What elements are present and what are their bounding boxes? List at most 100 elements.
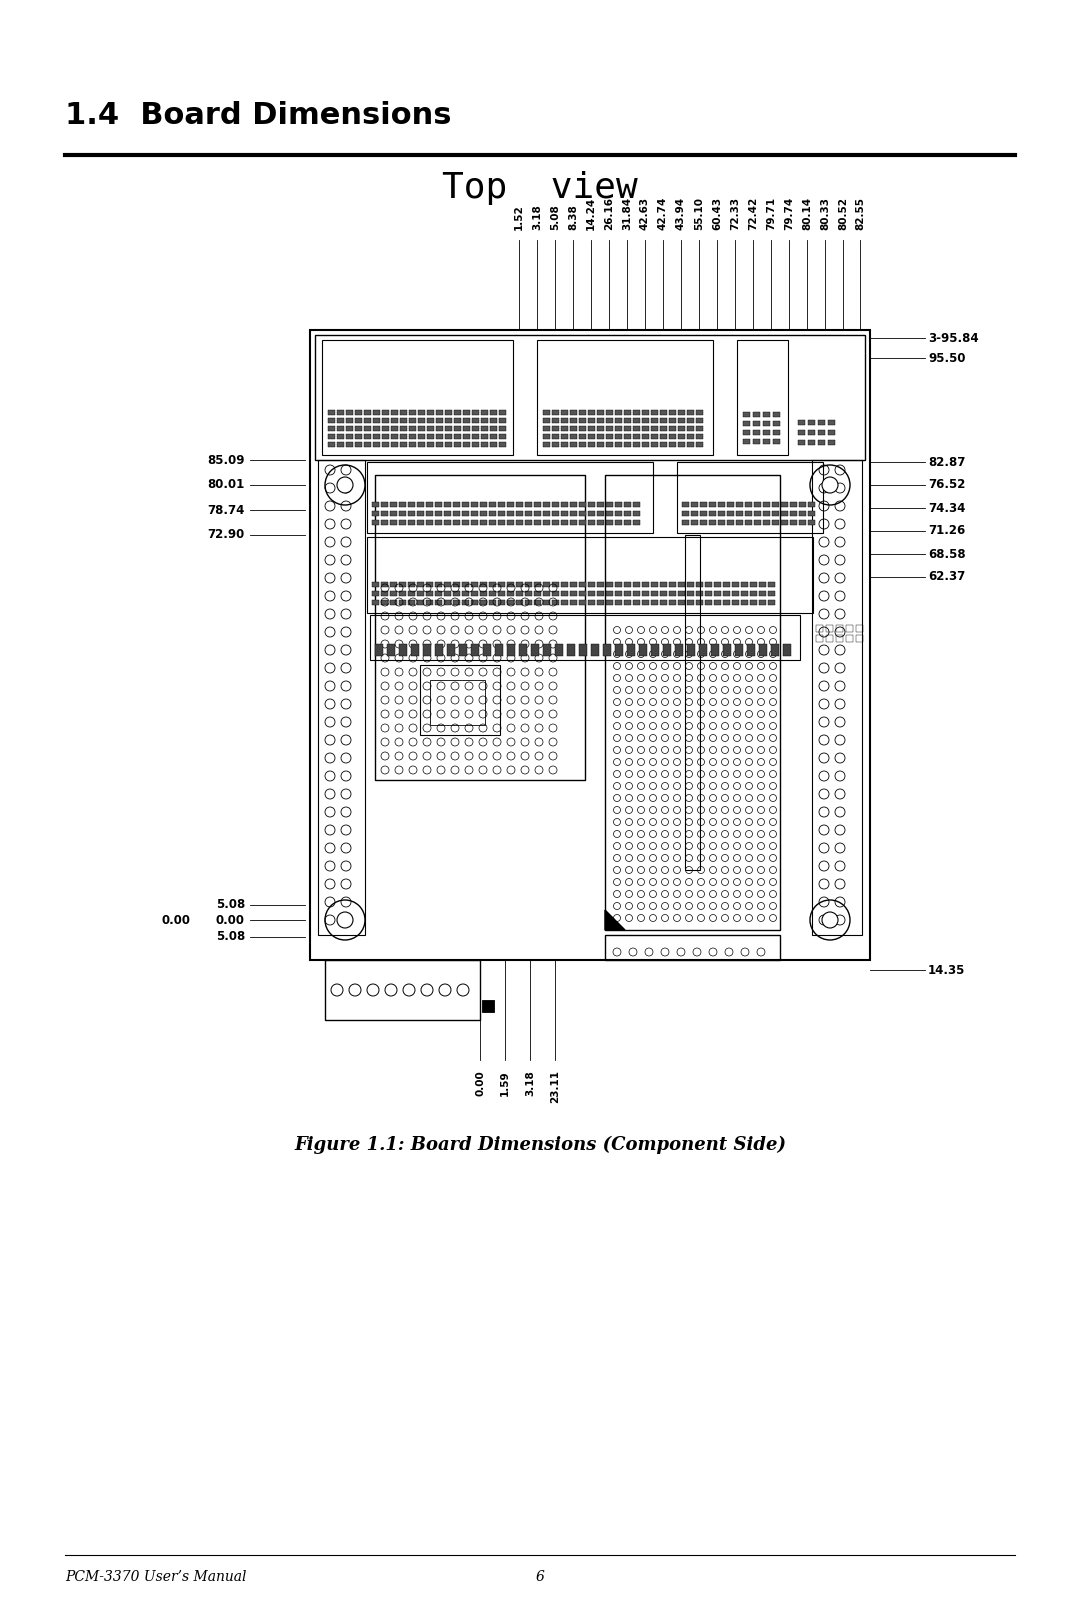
Bar xyxy=(633,582,640,587)
Bar xyxy=(588,600,595,605)
Bar xyxy=(570,582,577,587)
Bar xyxy=(651,644,659,655)
Bar xyxy=(816,624,823,633)
Bar xyxy=(337,435,345,440)
Bar xyxy=(409,427,416,431)
Bar xyxy=(454,410,461,415)
Text: 80.33: 80.33 xyxy=(820,196,831,230)
Bar xyxy=(435,521,442,526)
Bar xyxy=(678,443,685,448)
Bar xyxy=(399,511,406,516)
Bar xyxy=(381,501,388,508)
Bar xyxy=(381,511,388,516)
Bar xyxy=(799,511,806,516)
Bar xyxy=(463,443,470,448)
Bar xyxy=(471,644,480,655)
Bar xyxy=(490,435,497,440)
Bar xyxy=(735,511,743,516)
Bar xyxy=(588,590,595,595)
Bar xyxy=(472,443,480,448)
Bar xyxy=(687,427,694,431)
Text: 71.26: 71.26 xyxy=(928,524,966,537)
Bar xyxy=(382,418,389,423)
Bar xyxy=(481,443,488,448)
Bar xyxy=(364,410,372,415)
Bar xyxy=(453,521,460,526)
Bar xyxy=(561,435,568,440)
Bar xyxy=(534,600,541,605)
Bar xyxy=(588,511,595,516)
Bar xyxy=(489,600,496,605)
Bar xyxy=(445,410,453,415)
Bar xyxy=(651,443,658,448)
Bar xyxy=(552,418,559,423)
Text: 1.59: 1.59 xyxy=(500,1071,510,1095)
Text: 8.38: 8.38 xyxy=(568,204,578,230)
Bar xyxy=(400,427,407,431)
Bar xyxy=(399,600,406,605)
Bar xyxy=(409,435,416,440)
Bar xyxy=(408,582,415,587)
Bar xyxy=(543,427,550,431)
Bar xyxy=(624,410,631,415)
Bar xyxy=(355,410,362,415)
Bar xyxy=(660,418,667,423)
Text: 60.43: 60.43 xyxy=(712,196,723,230)
Bar xyxy=(390,590,397,595)
Bar xyxy=(382,443,389,448)
Bar xyxy=(743,422,750,427)
Bar xyxy=(426,600,433,605)
Bar xyxy=(741,590,748,595)
Bar xyxy=(700,511,707,516)
Circle shape xyxy=(337,477,353,493)
Bar xyxy=(315,336,865,461)
Bar xyxy=(743,412,750,417)
Bar xyxy=(417,521,424,526)
Text: 23.11: 23.11 xyxy=(550,1071,561,1103)
Bar xyxy=(409,410,416,415)
Bar xyxy=(519,644,527,655)
Bar xyxy=(588,582,595,587)
Bar xyxy=(372,600,379,605)
Bar xyxy=(759,644,767,655)
Bar xyxy=(390,582,397,587)
Circle shape xyxy=(822,912,838,928)
Bar xyxy=(579,582,586,587)
Text: 82.87: 82.87 xyxy=(928,456,966,469)
Text: 14.24: 14.24 xyxy=(586,196,596,230)
Bar xyxy=(543,600,550,605)
Bar xyxy=(372,590,379,595)
Bar xyxy=(781,501,788,508)
Bar xyxy=(597,435,604,440)
Bar xyxy=(678,600,685,605)
Bar xyxy=(579,521,586,526)
Text: 82.55: 82.55 xyxy=(855,196,865,230)
Bar xyxy=(436,435,443,440)
Bar xyxy=(399,501,406,508)
Bar xyxy=(436,410,443,415)
Bar xyxy=(762,430,770,435)
Bar xyxy=(534,521,541,526)
Bar xyxy=(588,501,595,508)
Bar xyxy=(624,443,631,448)
Bar xyxy=(705,600,712,605)
Bar xyxy=(462,521,469,526)
Bar xyxy=(678,427,685,431)
Bar xyxy=(459,644,467,655)
Text: 72.42: 72.42 xyxy=(748,196,758,230)
Bar xyxy=(435,590,442,595)
Bar xyxy=(633,418,640,423)
Bar xyxy=(399,521,406,526)
Bar xyxy=(669,600,676,605)
Bar xyxy=(561,582,568,587)
Bar xyxy=(480,511,487,516)
Bar xyxy=(753,412,760,417)
Bar xyxy=(789,511,797,516)
Bar xyxy=(579,435,586,440)
Bar xyxy=(615,511,622,516)
Polygon shape xyxy=(605,910,625,929)
Bar xyxy=(579,501,586,508)
Bar xyxy=(516,582,523,587)
Bar xyxy=(603,644,611,655)
Bar xyxy=(798,420,805,425)
